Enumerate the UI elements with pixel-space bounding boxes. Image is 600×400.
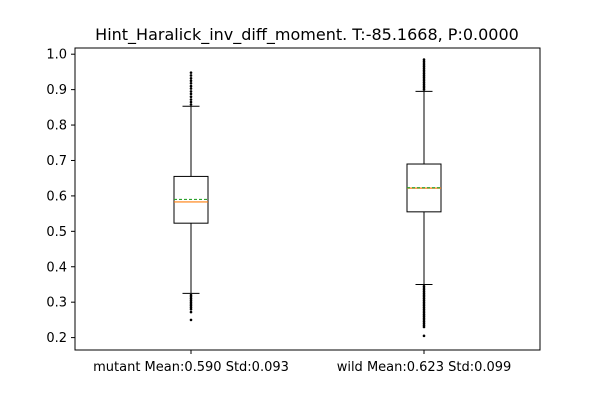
outlier-point [189, 92, 193, 96]
outlier-point [189, 79, 193, 83]
outlier-point [189, 90, 193, 93]
outlier-point [189, 74, 193, 77]
outlier-point [422, 325, 426, 329]
y-tick-label: 0.5 [46, 225, 67, 240]
outlier-point [189, 71, 193, 74]
outlier-point [189, 76, 193, 80]
outlier-point [189, 95, 193, 99]
y-tick-label: 0.4 [46, 260, 67, 275]
outlier-point [189, 81, 193, 85]
y-tick-label: 0.6 [46, 189, 67, 204]
outlier-point [422, 58, 426, 61]
y-tick-label: 1.0 [46, 48, 67, 63]
outlier-point [189, 318, 193, 322]
outlier-point [189, 310, 193, 314]
y-tick-label: 0.7 [46, 154, 67, 169]
y-tick-label: 0.9 [46, 83, 67, 98]
outlier-point [422, 334, 426, 338]
y-tick-label: 0.3 [46, 296, 67, 311]
x-tick-label: mutant Mean:0.590 Std:0.093 [93, 360, 289, 375]
x-tick-label: wild Mean:0.623 Std:0.099 [337, 360, 512, 375]
outlier-point [189, 84, 193, 88]
y-tick-label: 0.8 [46, 119, 67, 134]
plot-layer: 0.2 0.3 0.4 0.5 0.6 0.7 0.8 0.9 1.0 mutant Mean:0… [46, 47, 541, 375]
y-tick-label: 0.2 [46, 331, 67, 346]
chart-title: Hint_Haralick_inv_diff_moment. T:-85.166… [95, 25, 519, 45]
outlier-point [189, 100, 193, 104]
plot-frame [74, 47, 541, 351]
outlier-point [189, 103, 193, 106]
outlier-point [189, 87, 193, 90]
outlier-point [189, 98, 193, 101]
outlier-point [189, 307, 193, 311]
